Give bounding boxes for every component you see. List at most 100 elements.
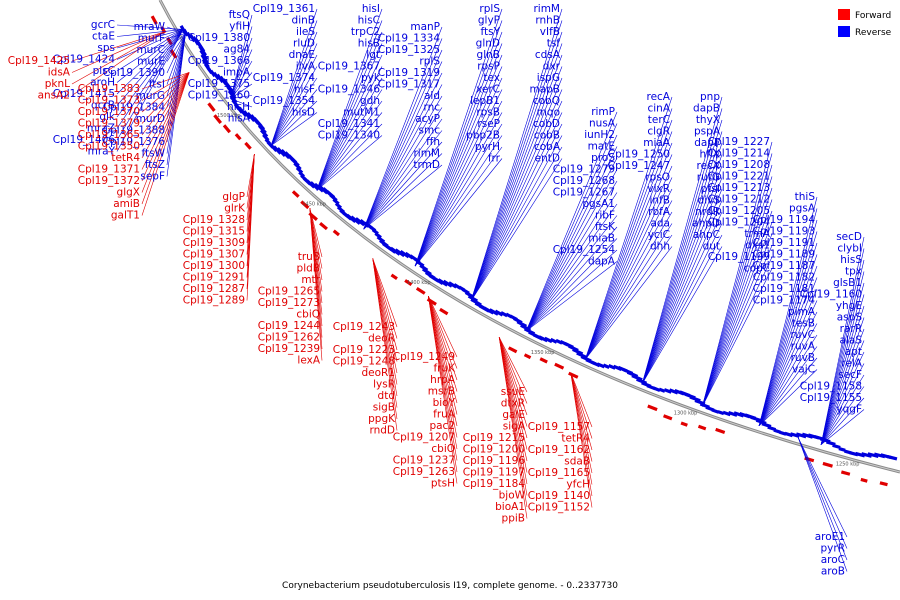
forward-gene-label: bioY: [433, 397, 456, 409]
reverse-gene-label: vIfB: [540, 26, 560, 38]
reverse-gene-label: cinA: [647, 103, 670, 115]
reverse-leader-line: [702, 256, 773, 407]
reverse-leader-line: [470, 20, 563, 302]
forward-gene-label: Cpl19_1265: [258, 286, 320, 298]
forward-gene-label: tetR4: [111, 152, 140, 164]
reverse-gene-label: Cpl19_1360: [188, 90, 250, 102]
reverse-gene-label: glnD: [476, 38, 500, 50]
forward-gene-glyph: [390, 273, 398, 281]
reverse-gene-label: iunH2: [584, 129, 615, 141]
forward-gene-label: Cpl19_1263: [393, 466, 455, 478]
forward-gene-glyph: [879, 481, 888, 487]
reverse-leader-line: [641, 142, 723, 384]
forward-leader-line: [498, 337, 528, 519]
reverse-leader-line: [820, 340, 865, 445]
reverse-gene-label: tpx: [845, 266, 862, 278]
reverse-gene-label: hisB: [358, 38, 380, 50]
reverse-gene-label: yqgF: [836, 404, 862, 416]
forward-gene-glyph: [647, 404, 658, 412]
reverse-leader-line: [414, 100, 503, 267]
reverse-leader-line: [116, 29, 184, 37]
reverse-leader-line: [584, 119, 673, 360]
reverse-gene-label: trmA: [744, 228, 770, 240]
reverse-leader-line: [758, 208, 818, 426]
reverse-gene-label: Cpl19_1375: [188, 78, 250, 90]
reverse-gene-label: dnaE: [289, 49, 315, 61]
reverse-leader-line: [641, 131, 723, 384]
forward-leader-line: [570, 372, 593, 439]
reverse-leader-line: [702, 199, 773, 407]
reverse-gene-label: ribF: [595, 210, 615, 222]
reverse-gene-label: murF: [138, 33, 165, 45]
reverse-leader-line: [270, 31, 318, 146]
reverse-leader-line: [166, 33, 186, 39]
reverse-gene-label: mutM1: [343, 107, 380, 119]
forward-gene-label: Cpl19_1196: [463, 455, 526, 467]
forward-gene-label: Cpl19_1162: [528, 444, 590, 456]
reverse-leader-line: [758, 334, 818, 426]
forward-gene-label: Cpl19_1383: [78, 83, 140, 95]
forward-gene-label: bioA1: [495, 501, 525, 513]
reverse-gene-label: ptsI: [701, 183, 720, 195]
forward-leader-line: [498, 337, 528, 393]
reverse-gene-label: Cpl19_1366: [188, 55, 251, 67]
reverse-gene-label: yciC: [648, 229, 670, 241]
reverse-gene-label: cobD: [533, 118, 560, 130]
reverse-leader-line: [526, 226, 618, 332]
forward-gene-label: Cpl19_1248: [333, 356, 395, 368]
reverse-leader-line: [116, 29, 184, 106]
forward-gene-label: galE: [502, 409, 525, 421]
reverse-gene-label: rbfA: [648, 206, 671, 218]
forward-gene-label: Cpl19_1315: [183, 226, 245, 238]
reverse-gene-label: Cpl19_1194: [753, 214, 816, 226]
reverse-gene-label: dapA: [588, 256, 616, 268]
genome-backbone-highlight: [159, 0, 900, 473]
reverse-gene-label: glk: [99, 111, 116, 123]
reverse-gene-label: Cpl19_1390: [103, 67, 165, 79]
reverse-leader-line: [702, 210, 773, 407]
reverse-gene-label: miaB: [588, 233, 615, 245]
forward-leader-line: [372, 258, 398, 362]
reverse-gene-label: rpsO: [645, 172, 670, 184]
forward-leader-line: [141, 72, 190, 90]
reverse-gene-label: Cpl19_1341: [318, 118, 380, 130]
forward-leader-line: [570, 372, 593, 462]
reverse-leader-line: [230, 83, 253, 99]
reverse-gene-label: trmD: [413, 159, 440, 171]
reverse-leader-line: [702, 268, 773, 407]
reverse-leader-line: [798, 437, 848, 538]
forward-leader-line: [498, 337, 528, 450]
reverse-leader-line: [584, 96, 673, 360]
reverse-gene-label: rseP: [477, 118, 500, 130]
forward-gene-glyph: [332, 229, 340, 237]
reverse-leader-line: [470, 146, 563, 302]
forward-gene-glyph: [523, 353, 532, 360]
reverse-gene-label: Cpl19_1204: [708, 217, 771, 229]
reverse-gene-label: Cpl19_1346: [318, 84, 381, 96]
reverse-leader-line: [758, 369, 818, 426]
reverse-gene-label: glnB: [477, 49, 500, 61]
forward-gene-label: Cpl19_1249: [393, 351, 455, 363]
reverse-gene-label: hisC: [358, 15, 380, 27]
forward-leader-line: [372, 258, 398, 374]
reverse-leader-line: [270, 66, 318, 146]
forward-gene-label: Cpl19_1370: [78, 106, 140, 118]
forward-gene-label: pldB: [297, 263, 320, 275]
forward-leader-line: [309, 208, 323, 269]
forward-gene-label: Cpl19_1184: [463, 478, 526, 490]
reverse-leader-line: [470, 158, 563, 302]
reverse-gene-label: hisA: [228, 113, 251, 125]
reverse-gene-label: rimM: [413, 148, 440, 160]
reverse-leader-line: [414, 66, 503, 267]
reverse-gene-label: rnc: [423, 102, 440, 114]
reverse-leader-line: [363, 38, 443, 230]
forward-leader-line: [372, 258, 398, 351]
forward-gene-label: ppgK: [368, 413, 396, 425]
reverse-gene-label: Cpl19_1205: [708, 205, 770, 217]
forward-gene-label: Cpl19_1300: [183, 260, 245, 272]
forward-gene-glyph: [840, 470, 851, 476]
reverse-leader-line: [641, 96, 723, 384]
reverse-leader-line: [585, 188, 673, 360]
reverse-leader-line: [414, 54, 503, 267]
reverse-gene-label: entD: [535, 153, 560, 165]
